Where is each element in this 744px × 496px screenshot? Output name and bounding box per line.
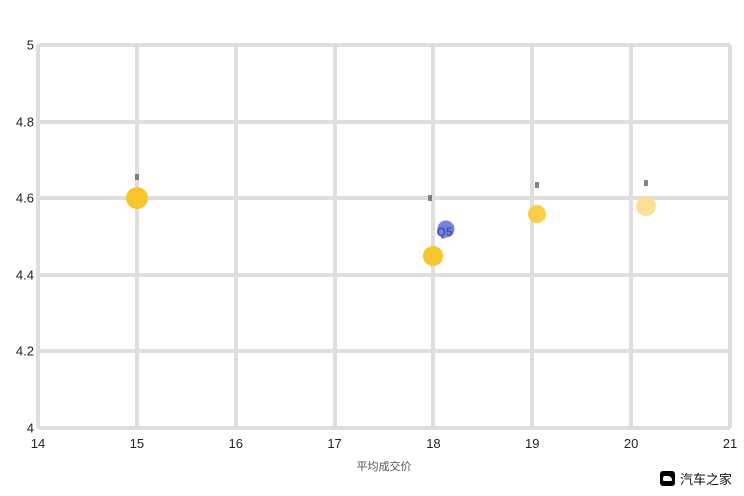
tiny-annotation-mark (428, 195, 433, 202)
scatter-point[interactable] (423, 245, 444, 266)
tiny-annotation-mark (643, 179, 648, 186)
scatter-point[interactable] (528, 204, 547, 223)
y-tick-label: 4.8 (15, 114, 34, 130)
autohome-logo-icon (659, 471, 675, 486)
horizontal-gridline (38, 43, 730, 47)
y-tick-label: 4 (26, 420, 34, 436)
y-tick-label: 4.6 (15, 190, 34, 206)
horizontal-gridline (38, 272, 730, 277)
vertical-gridline (233, 45, 238, 428)
scatter-point[interactable] (635, 195, 656, 216)
vertical-gridline (431, 45, 436, 428)
x-tick-label: 18 (426, 436, 441, 451)
horizontal-gridline (38, 119, 730, 124)
scatter-point[interactable] (437, 220, 455, 238)
vertical-gridline (36, 45, 40, 428)
scatter-point-label: Q5 (436, 224, 453, 239)
x-tick-label: 19 (525, 436, 540, 451)
scatter-point[interactable] (125, 187, 148, 210)
x-tick-label: 17 (327, 436, 342, 451)
y-tick-label: 5 (26, 37, 34, 53)
vertical-gridline (629, 45, 634, 428)
x-tick-label: 20 (623, 436, 639, 451)
horizontal-gridline (38, 349, 730, 354)
horizontal-gridline (38, 426, 730, 430)
y-tick-label: 4.4 (15, 267, 34, 283)
horizontal-gridline (38, 196, 730, 201)
plot-area: Q5 (36, 43, 732, 430)
y-tick-label: 4.2 (15, 343, 34, 359)
x-tick-label: 14 (30, 436, 46, 451)
x-axis-label: 平均成交价 (356, 461, 412, 473)
vertical-gridline (332, 45, 337, 428)
x-tick-label: 15 (129, 436, 145, 451)
vertical-gridline (530, 45, 535, 428)
watermark-text: 汽车之家 (679, 472, 732, 487)
vertical-gridline (134, 45, 139, 428)
x-tick-label: 21 (722, 436, 738, 451)
watermark: 汽车之家 (659, 469, 732, 488)
x-tick-label: 16 (228, 436, 243, 451)
tiny-annotation-mark (134, 174, 139, 181)
vertical-gridline (728, 45, 732, 428)
tiny-annotation-mark (535, 181, 540, 188)
